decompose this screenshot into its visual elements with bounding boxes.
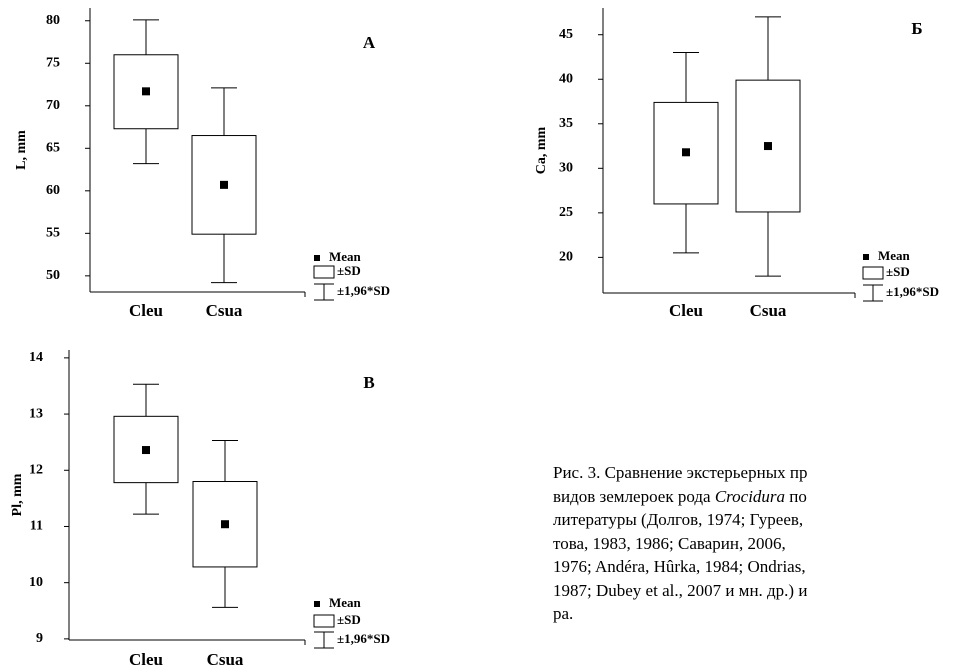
caption-line: това, 1983, 1986; Саварин, 2006,	[553, 534, 786, 553]
legend-label: ±SD	[337, 263, 361, 278]
caption-text: видов землероек рода	[553, 487, 715, 506]
caption-line: литературы (Долгов, 1974; Гуреев,	[553, 510, 803, 529]
y-tick-label: 75	[46, 55, 60, 70]
y-tick-label: 80	[46, 13, 60, 28]
legend-mean	[863, 254, 869, 260]
legend-sd	[862, 266, 884, 280]
y-tick-label: 55	[46, 226, 60, 241]
legend-label: ±1,96*SD	[886, 284, 939, 299]
y-tick-label: 9	[36, 631, 43, 646]
x-tick-label: Csua	[207, 650, 244, 669]
y-tick-label: 14	[29, 350, 43, 365]
mean-marker	[142, 446, 150, 455]
x-tick-label: Csua	[750, 301, 787, 320]
y-axis-label: Ca, mm	[534, 126, 549, 174]
y-tick-label: 40	[559, 71, 573, 86]
y-tick-label: 10	[29, 575, 43, 590]
legend-label: Mean	[329, 595, 362, 610]
mean-marker	[142, 87, 150, 96]
legend-mean	[314, 601, 320, 607]
mean-marker	[764, 142, 772, 151]
x-tick-label: Cleu	[129, 650, 163, 669]
caption-text: по	[785, 487, 807, 506]
panel-label: B	[363, 373, 374, 392]
y-tick-label: 35	[559, 116, 573, 131]
y-tick-label: 45	[559, 27, 573, 42]
legend-label: Mean	[329, 249, 362, 264]
y-tick-label: 70	[46, 98, 60, 113]
x-tick-label: Cleu	[669, 301, 703, 320]
mean-marker	[221, 520, 229, 529]
y-tick-label: 50	[46, 268, 60, 283]
x-tick-label: Csua	[206, 301, 243, 320]
y-tick-label: 30	[559, 161, 573, 176]
legend-label: ±SD	[886, 264, 910, 279]
legend-label: ±1,96*SD	[337, 283, 390, 298]
caption-line: видов землероек рода Crocidura по	[553, 487, 807, 506]
y-tick-label: 60	[46, 183, 60, 198]
mean-marker	[220, 180, 228, 189]
y-tick-label: 25	[559, 205, 573, 220]
caption: Рис. 3. Сравнение экстерьерных пр видов …	[553, 463, 807, 623]
caption-line: 1987; Dubey et al., 2007 и мн. др.) и	[553, 581, 807, 600]
caption-line: Рис. 3. Сравнение экстерьерных пр	[553, 463, 807, 482]
y-tick-label: 20	[559, 250, 573, 265]
y-tick-label: 13	[29, 406, 43, 421]
legend-sd	[313, 265, 335, 279]
legend-sd	[313, 614, 335, 628]
y-tick-label: 11	[30, 519, 43, 534]
mean-marker	[682, 148, 690, 157]
caption-text: Crocidura	[715, 487, 785, 506]
y-axis-label: L, mm	[14, 130, 29, 170]
legend-mean	[314, 255, 320, 261]
y-tick-label: 12	[29, 462, 43, 477]
caption-line: 1976; Andéra, Hûrka, 1984; Ondrias,	[553, 557, 806, 576]
legend-label: ±1,96*SD	[337, 631, 390, 646]
panel-label: Б	[911, 19, 922, 38]
legend-label: ±SD	[337, 612, 361, 627]
x-tick-label: Cleu	[129, 301, 163, 320]
panel-label: A	[363, 33, 376, 52]
y-tick-label: 65	[46, 141, 60, 156]
legend-label: Mean	[878, 248, 911, 263]
caption-line: ра.	[553, 604, 573, 623]
y-axis-label: Pl, mm	[10, 473, 25, 516]
